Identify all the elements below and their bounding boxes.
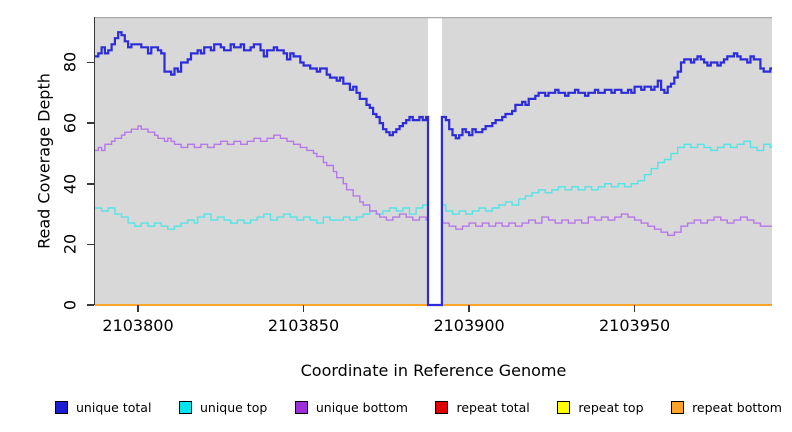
y-tick-label: 60 xyxy=(60,112,80,134)
y-tick-label: 20 xyxy=(60,234,80,255)
x-tick-label: 2103800 xyxy=(102,316,174,335)
y-tick-label: 40 xyxy=(60,173,80,194)
y-tick-label: 80 xyxy=(60,52,80,73)
x-tick-mark xyxy=(137,305,139,312)
legend-label: repeat total xyxy=(456,399,530,415)
y-tick-mark xyxy=(87,243,94,246)
series-line-unique-bottom xyxy=(95,125,772,236)
legend-item-unique-bottom: unique bottom xyxy=(294,399,408,415)
x-tick-label: 2103850 xyxy=(267,316,340,335)
legend-item-unique-top: unique top xyxy=(178,399,268,415)
legend-color-swatch xyxy=(294,400,308,414)
legend-item-unique-total: unique total xyxy=(55,400,151,415)
x-tick-label: 2103900 xyxy=(433,316,505,335)
x-tick-mark xyxy=(633,305,636,312)
legend-color-swatch xyxy=(55,400,68,414)
x-tick-mark xyxy=(302,305,305,312)
x-tick-label: 2103950 xyxy=(598,316,671,335)
legend-label: repeat top xyxy=(578,399,644,415)
legend-label: unique total xyxy=(76,399,152,415)
legend-item-repeat-total: repeat total xyxy=(435,399,530,415)
series-line-unique-total xyxy=(95,31,772,307)
y-tick-mark xyxy=(87,122,94,124)
legend-item-repeat-bottom: repeat bottom xyxy=(671,400,782,415)
series-line-unique-top xyxy=(95,140,772,230)
y-tick-mark xyxy=(87,182,94,185)
legend-item-repeat-top: repeat top xyxy=(557,399,644,415)
y-tick-label: 0 xyxy=(60,299,80,311)
legend-color-swatch xyxy=(557,400,571,414)
plot-canvas xyxy=(95,17,772,307)
coverage-gap-band xyxy=(428,17,442,306)
y-axis-label: Read Coverage Depth xyxy=(34,73,54,249)
legend-label: repeat bottom xyxy=(692,399,782,415)
legend-label: unique top xyxy=(199,399,268,415)
y-axis-line xyxy=(93,17,96,305)
legend-color-swatch xyxy=(435,400,449,414)
legend: unique total unique top unique bottom repea… xyxy=(0,395,792,419)
legend-label: unique bottom xyxy=(315,399,408,415)
plot-area xyxy=(95,17,772,307)
legend-color-swatch xyxy=(671,400,685,414)
x-tick-mark xyxy=(468,305,470,312)
legend-color-swatch xyxy=(178,400,192,414)
y-tick-mark xyxy=(87,304,94,306)
x-axis-label: Coordinate in Reference Genome xyxy=(300,361,567,380)
y-tick-mark xyxy=(87,61,94,64)
